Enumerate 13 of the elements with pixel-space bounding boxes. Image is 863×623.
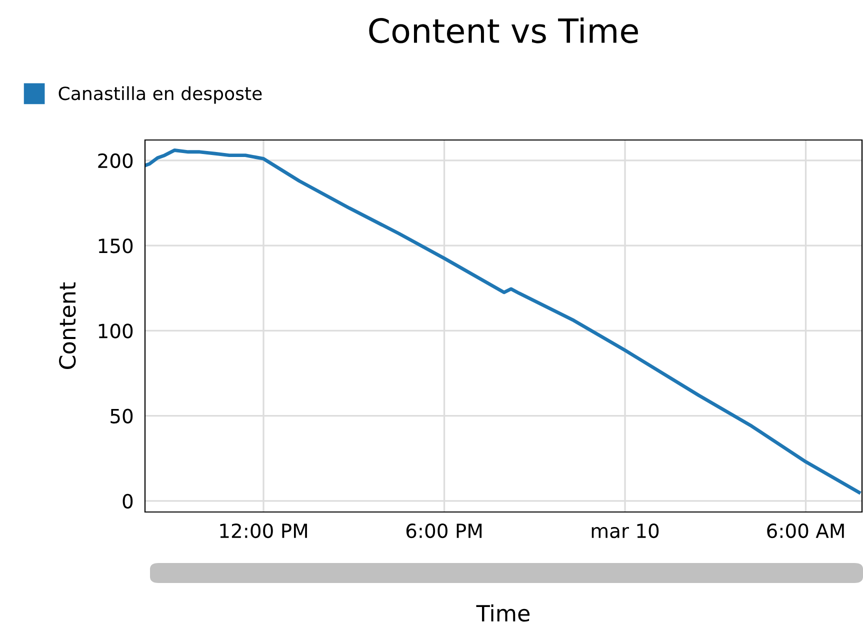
x-tick-label: 6:00 AM	[767, 523, 844, 538]
y-tick-label: 150	[98, 238, 133, 254]
chart-title: Content vs Time	[369, 17, 638, 44]
x-axis-title: Time	[476, 604, 530, 622]
x-tick-label: 6:00 PM	[406, 523, 482, 538]
y-tick-label: 100	[98, 324, 133, 338]
x-tick-label: mar 10	[592, 523, 659, 538]
y-tick-label: 0	[122, 494, 133, 509]
y-tick-label: 200	[98, 153, 133, 168]
x-tick-label: 12:00 PM	[220, 523, 307, 538]
legend-label: Canastilla en desposte	[58, 86, 262, 104]
y-axis-title: Content	[58, 282, 76, 369]
y-tick-label: 50	[110, 408, 133, 424]
